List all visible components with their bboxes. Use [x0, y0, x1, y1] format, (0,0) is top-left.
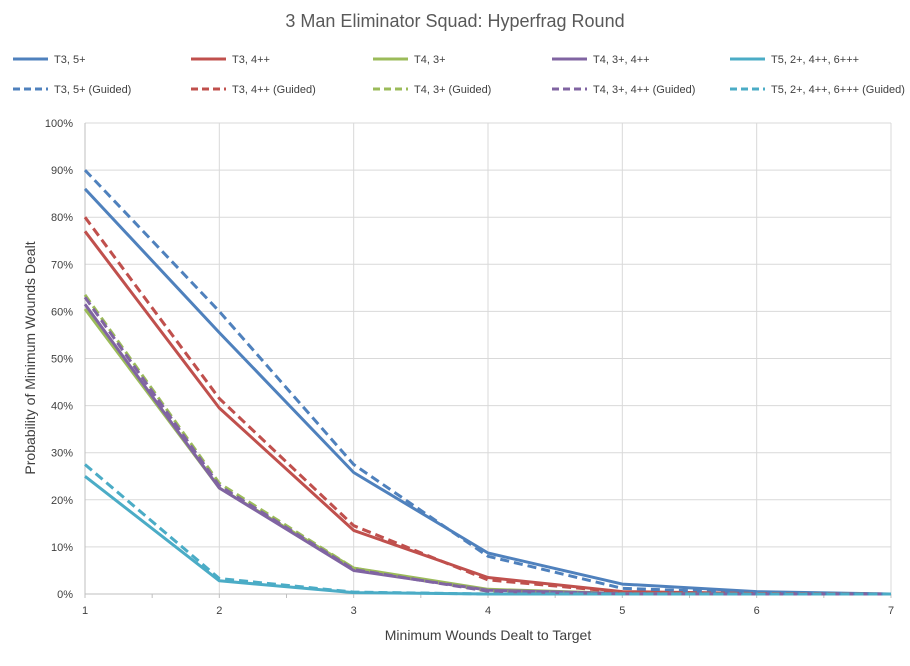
y-tick-label: 50% — [51, 354, 73, 366]
x-tick-label: 2 — [216, 605, 222, 617]
x-axis-title: Minimum Wounds Dealt to Target — [385, 627, 592, 643]
x-tick-label: 6 — [754, 605, 760, 617]
y-tick-label: 90% — [51, 165, 73, 177]
x-tick-label: 3 — [351, 605, 357, 617]
x-tick-label: 7 — [888, 605, 894, 617]
series-line — [83, 216, 892, 596]
y-tick-label: 40% — [51, 401, 73, 413]
x-tick-label: 4 — [485, 605, 491, 617]
legend-label: T4, 3+ — [414, 54, 446, 66]
y-axis-title: Probability of Minimum Wounds Dealt — [22, 241, 38, 474]
series-line — [84, 463, 891, 596]
y-tick-label: 10% — [51, 542, 73, 554]
legend-label: T3, 4++ — [232, 54, 270, 66]
legend-label: T3, 5+ (Guided) — [54, 84, 131, 96]
chart-title: 3 Man Eliminator Squad: Hyperfrag Round — [285, 11, 624, 31]
legend-label: T5, 2+, 4++, 6+++ — [771, 54, 859, 66]
legend-label: T4, 3+ (Guided) — [414, 84, 491, 96]
legend-label: T3, 5+ — [54, 54, 86, 66]
x-tick-label: 1 — [82, 605, 88, 617]
x-tick-label: 5 — [619, 605, 625, 617]
y-tick-label: 70% — [51, 259, 73, 271]
legend-label: T5, 2+, 4++, 6+++ (Guided) — [771, 84, 905, 96]
series-lines — [83, 169, 892, 596]
legend: T3, 5+ T3, 4++ T4, 3+ T4, 3+, 4++ T5, 2+, 4+… — [13, 54, 905, 96]
y-tick-label: 0% — [57, 589, 73, 601]
y-tick-label: 60% — [51, 306, 73, 318]
tick-labels: 0% 10% 20% 30% 40% 50% 60% 70% 80% 90% 100% 1 2 3 4 5 6 7 — [45, 118, 894, 617]
y-tick-label: 100% — [45, 118, 73, 130]
series-line — [83, 296, 891, 596]
legend-label: T4, 3+, 4++ (Guided) — [593, 84, 695, 96]
gridlines — [85, 122, 892, 594]
y-tick-label: 80% — [51, 212, 73, 224]
legend-label: T3, 4++ (Guided) — [232, 84, 316, 96]
y-tick-label: 30% — [51, 448, 73, 460]
legend-label: T4, 3+, 4++ — [593, 54, 650, 66]
y-tick-label: 20% — [51, 495, 73, 507]
